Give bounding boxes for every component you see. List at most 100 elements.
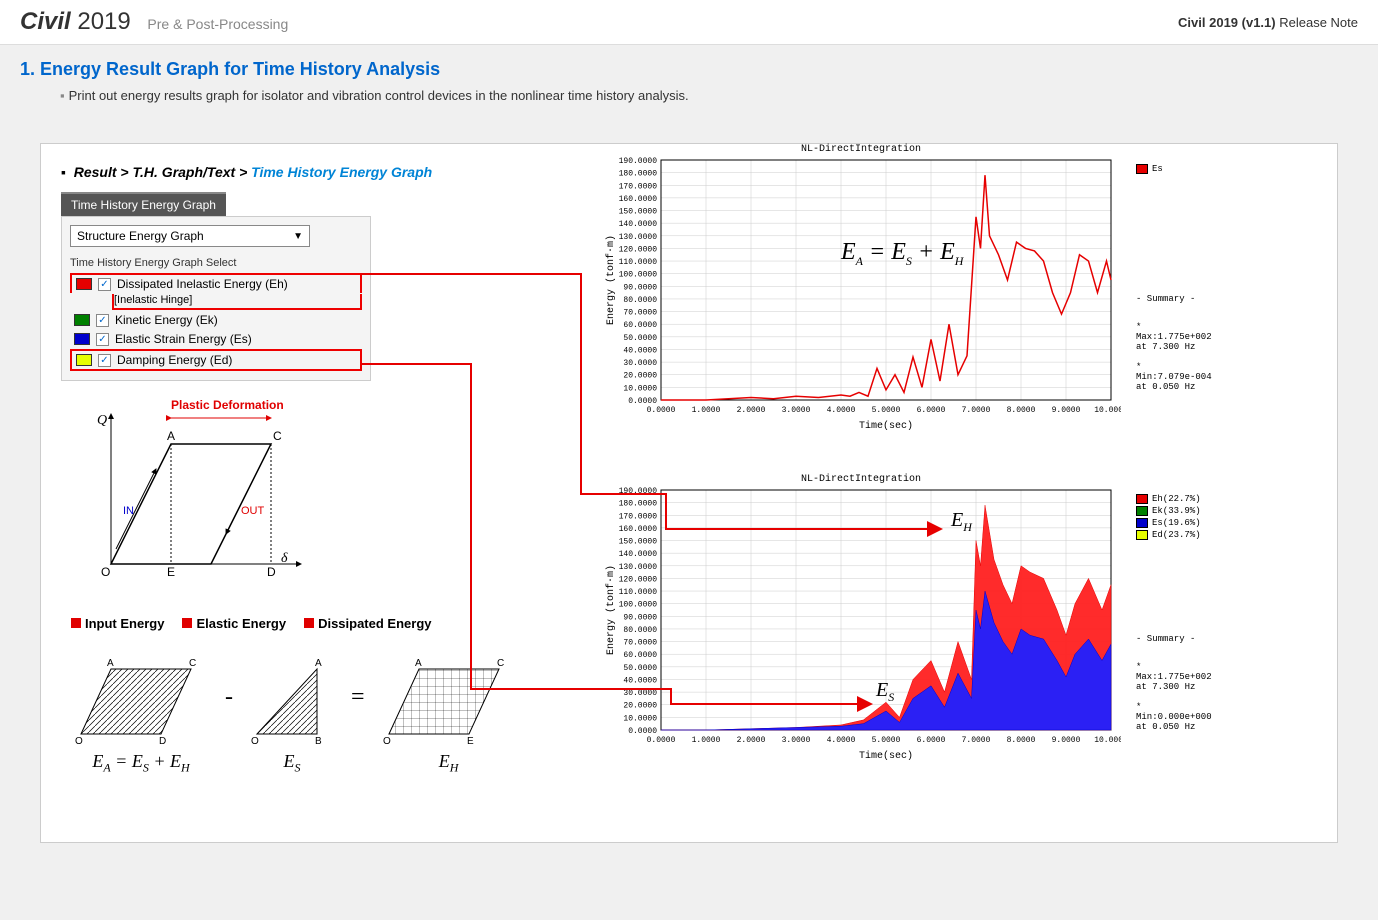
svg-text:40.0000: 40.0000 <box>623 346 657 355</box>
svg-text:8.0000: 8.0000 <box>1007 406 1036 415</box>
checkbox[interactable]: ✓ <box>98 278 111 291</box>
legend-item: Ek(33.9%) <box>1136 506 1201 516</box>
svg-text:50.0000: 50.0000 <box>623 334 657 343</box>
svg-text:160.0000: 160.0000 <box>619 525 658 534</box>
option-label: Kinetic Energy (Ek) <box>115 313 218 327</box>
legend-item: Es(19.6%) <box>1136 518 1201 528</box>
svg-text:6.0000: 6.0000 <box>917 406 946 415</box>
chart1-summary: - Summary -*Max:1.775e+002at 7.300 Hz *M… <box>1136 294 1212 392</box>
svg-text:8.0000: 8.0000 <box>1007 736 1036 745</box>
svg-text:A: A <box>167 429 175 443</box>
energy-option-1[interactable]: ✓ Kinetic Energy (Ek) <box>70 311 362 329</box>
svg-text:D: D <box>267 565 276 579</box>
checkbox[interactable]: ✓ <box>98 354 111 367</box>
svg-text:4.0000: 4.0000 <box>827 736 856 745</box>
svg-text:9.0000: 9.0000 <box>1052 406 1081 415</box>
svg-text:30.0000: 30.0000 <box>623 359 657 368</box>
chart1-formula: EA = ES + EH <box>841 239 963 269</box>
svg-text:90.0000: 90.0000 <box>623 283 657 292</box>
legend-item: Eh(22.7%) <box>1136 494 1201 504</box>
product-year: 2019 <box>77 8 130 35</box>
svg-text:3.0000: 3.0000 <box>782 736 811 745</box>
plastic-deformation-label: Plastic Deformation <box>171 398 284 412</box>
section-title: 1. Energy Result Graph for Time History … <box>20 59 1358 80</box>
chart2-eh-label: EH <box>951 509 972 535</box>
svg-text:10.0000: 10.0000 <box>1094 736 1121 745</box>
svg-text:160.0000: 160.0000 <box>619 195 658 204</box>
svg-text:50.0000: 50.0000 <box>623 664 657 673</box>
energy-option-3[interactable]: ✓ Damping Energy (Ed) <box>70 349 362 371</box>
svg-text:0.0000: 0.0000 <box>628 397 657 406</box>
svg-text:110.0000: 110.0000 <box>619 588 658 597</box>
svg-text:A: A <box>315 658 322 669</box>
option-label: Damping Energy (Ed) <box>117 353 232 367</box>
svg-text:Energy (tonf·m): Energy (tonf·m) <box>605 235 617 325</box>
svg-text:1.0000: 1.0000 <box>692 736 721 745</box>
svg-text:10.0000: 10.0000 <box>623 714 657 723</box>
svg-text:E: E <box>467 736 474 744</box>
svg-text:O: O <box>251 736 259 744</box>
swatch <box>76 354 92 366</box>
svg-text:90.0000: 90.0000 <box>623 613 657 622</box>
svg-text:40.0000: 40.0000 <box>623 676 657 685</box>
svg-text:6.0000: 6.0000 <box>917 736 946 745</box>
svg-text:170.0000: 170.0000 <box>619 512 658 521</box>
chart-energy-components: NL-DirectIntegration 0.000010.000020.000… <box>601 474 1121 764</box>
release-text: Release Note <box>1276 15 1358 30</box>
svg-text:0.0000: 0.0000 <box>628 727 657 736</box>
section-description: ▪Print out energy results graph for isol… <box>60 88 1358 103</box>
energy-option-0[interactable]: ✓ Dissipated Inelastic Energy (Eh) <box>70 273 362 293</box>
svg-text:3.0000: 3.0000 <box>782 406 811 415</box>
svg-text:60.0000: 60.0000 <box>623 321 657 330</box>
svg-text:120.0000: 120.0000 <box>619 575 658 584</box>
svg-text:30.0000: 30.0000 <box>623 689 657 698</box>
svg-text:10.0000: 10.0000 <box>1094 406 1121 415</box>
svg-text:Time(sec): Time(sec) <box>859 750 913 760</box>
svg-text:80.0000: 80.0000 <box>623 626 657 635</box>
option-sublabel: [Inelastic Hinge] <box>112 294 362 310</box>
svg-text:7.0000: 7.0000 <box>962 406 991 415</box>
graph-type-dropdown[interactable]: Structure Energy Graph ▼ <box>70 225 310 247</box>
checkbox[interactable]: ✓ <box>96 314 109 327</box>
svg-text:δ: δ <box>281 551 288 566</box>
svg-text:80.0000: 80.0000 <box>623 296 657 305</box>
chart-total-energy: NL-DirectIntegration 0.000010.000020.000… <box>601 144 1121 434</box>
svg-text:180.0000: 180.0000 <box>619 500 658 509</box>
svg-text:A: A <box>107 658 114 669</box>
svg-text:Q: Q <box>97 413 107 428</box>
product-name: Civil <box>20 8 71 35</box>
chevron-down-icon: ▼ <box>293 231 303 242</box>
svg-text:190.0000: 190.0000 <box>619 487 658 496</box>
content-panel: ▪ Result > T.H. Graph/Text > Time Histor… <box>40 143 1338 843</box>
svg-text:5.0000: 5.0000 <box>872 736 901 745</box>
hysteresis-diagram: Q A C O E D δ IN OUT Plastic Deformation <box>81 404 341 589</box>
chart2-es-label: ES <box>876 679 894 705</box>
checkbox[interactable]: ✓ <box>96 333 109 346</box>
svg-text:20.0000: 20.0000 <box>623 702 657 711</box>
legend-item: Ed(23.7%) <box>1136 530 1201 540</box>
energy-legend: Input Energy Elastic Energy Dissipated E… <box>71 616 432 631</box>
chart2-summary: - Summary -*Max:1.775e+002at 7.300 Hz *M… <box>1136 634 1212 732</box>
svg-text:0.0000: 0.0000 <box>647 736 676 745</box>
svg-text:150.0000: 150.0000 <box>619 538 658 547</box>
svg-text:Time(sec): Time(sec) <box>859 420 913 430</box>
elastic-energy: Elastic Energy <box>182 616 286 631</box>
svg-text:100.0000: 100.0000 <box>619 271 658 280</box>
svg-text:170.0000: 170.0000 <box>619 182 658 191</box>
property-box: Structure Energy Graph ▼ Time History En… <box>61 216 371 381</box>
product-title: Civil 2019 Pre & Post-Processing <box>20 8 288 36</box>
svg-text:D: D <box>159 736 166 744</box>
svg-text:0.0000: 0.0000 <box>647 406 676 415</box>
svg-text:Energy (tonf·m): Energy (tonf·m) <box>605 565 617 655</box>
svg-text:7.0000: 7.0000 <box>962 736 991 745</box>
option-label: Elastic Strain Energy (Es) <box>115 332 252 346</box>
svg-text:140.0000: 140.0000 <box>619 550 658 559</box>
equation-diagrams: AC OD EA = ES + EH - AOB ES = AC OE EH <box>71 654 519 776</box>
chart2-legend: Eh(22.7%) Ek(33.9%) Es(19.6%) Ed(23.7%) <box>1136 494 1201 542</box>
legend-item: Es <box>1136 164 1163 174</box>
chart1-legend: Es <box>1136 164 1163 176</box>
svg-text:20.0000: 20.0000 <box>623 372 657 381</box>
energy-option-2[interactable]: ✓ Elastic Strain Energy (Es) <box>70 330 362 348</box>
product-subtitle: Pre & Post-Processing <box>147 16 288 32</box>
dialog-tab[interactable]: Time History Energy Graph <box>61 192 226 216</box>
